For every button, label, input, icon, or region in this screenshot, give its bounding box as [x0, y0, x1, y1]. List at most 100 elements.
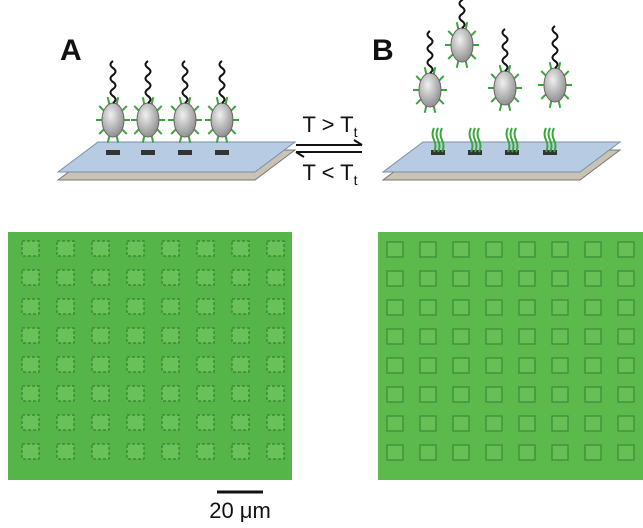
feature — [162, 444, 179, 459]
subscript: t — [354, 172, 358, 188]
feature — [267, 328, 284, 343]
feature — [267, 386, 284, 401]
feature — [486, 329, 502, 344]
feature — [162, 357, 179, 372]
transition-text: T > T — [302, 112, 353, 137]
feature — [519, 358, 535, 373]
feature — [162, 415, 179, 430]
feature — [519, 242, 535, 257]
feature — [267, 444, 284, 459]
feature — [486, 387, 502, 402]
feature — [162, 241, 179, 256]
feature — [127, 357, 144, 372]
feature — [618, 242, 634, 257]
feature — [585, 271, 601, 286]
bacterium — [494, 71, 516, 105]
bacterium — [544, 68, 566, 102]
subscript: t — [354, 124, 358, 140]
feature — [486, 300, 502, 315]
feature — [127, 328, 144, 343]
feature — [232, 241, 249, 256]
bacterium — [137, 103, 159, 137]
feature — [552, 242, 568, 257]
feature — [197, 241, 214, 256]
feature — [92, 415, 109, 430]
feature — [453, 358, 469, 373]
feature — [519, 271, 535, 286]
feature — [22, 270, 39, 285]
feature — [387, 358, 403, 373]
feature — [420, 416, 436, 431]
feature — [197, 357, 214, 372]
flagellum — [428, 31, 433, 73]
micrograph-b — [378, 232, 643, 480]
feature — [197, 328, 214, 343]
feature — [197, 270, 214, 285]
transition-label: T > Tt — [302, 112, 357, 140]
feature — [387, 445, 403, 460]
pad — [178, 150, 192, 155]
pad — [215, 150, 229, 155]
feature — [387, 329, 403, 344]
feature — [197, 444, 214, 459]
feature — [127, 415, 144, 430]
feature — [197, 386, 214, 401]
feature — [453, 300, 469, 315]
feature — [618, 387, 634, 402]
feature — [162, 299, 179, 314]
feature — [92, 299, 109, 314]
feature — [22, 241, 39, 256]
feature — [22, 357, 39, 372]
feature — [57, 357, 74, 372]
feature — [232, 415, 249, 430]
feature — [453, 387, 469, 402]
feature — [57, 328, 74, 343]
transition-label: T < Tt — [302, 160, 357, 188]
micrograph-a — [8, 232, 292, 480]
feature — [618, 445, 634, 460]
scale-bar-label: 20 μm — [209, 498, 271, 523]
feature — [585, 416, 601, 431]
feature — [387, 416, 403, 431]
feature — [552, 416, 568, 431]
feature — [387, 387, 403, 402]
feature — [232, 270, 249, 285]
feature — [585, 329, 601, 344]
feature — [618, 416, 634, 431]
feature — [267, 299, 284, 314]
feature — [92, 241, 109, 256]
pad — [141, 150, 155, 155]
page: {"panels": [{"label": "A"}, {"label": "B… — [0, 0, 643, 528]
feature — [486, 242, 502, 257]
bacterium — [211, 103, 233, 137]
feature — [453, 271, 469, 286]
feature — [127, 386, 144, 401]
feature — [453, 329, 469, 344]
feature — [585, 387, 601, 402]
feature — [618, 358, 634, 373]
feature — [420, 300, 436, 315]
feature — [92, 386, 109, 401]
feature — [267, 270, 284, 285]
feature — [519, 300, 535, 315]
feature — [57, 415, 74, 430]
bacterium — [419, 73, 441, 107]
feature — [552, 329, 568, 344]
feature — [552, 445, 568, 460]
feature — [92, 328, 109, 343]
feature — [585, 242, 601, 257]
feature — [267, 241, 284, 256]
feature — [618, 300, 634, 315]
feature — [22, 299, 39, 314]
feature — [162, 386, 179, 401]
feature — [420, 271, 436, 286]
feature — [552, 300, 568, 315]
feature — [618, 329, 634, 344]
bacterium — [174, 103, 196, 137]
bacterium — [451, 28, 473, 62]
flagellum — [503, 29, 508, 71]
feature — [387, 271, 403, 286]
flagellum — [220, 61, 225, 103]
feature — [92, 270, 109, 285]
flagellum — [111, 61, 116, 103]
